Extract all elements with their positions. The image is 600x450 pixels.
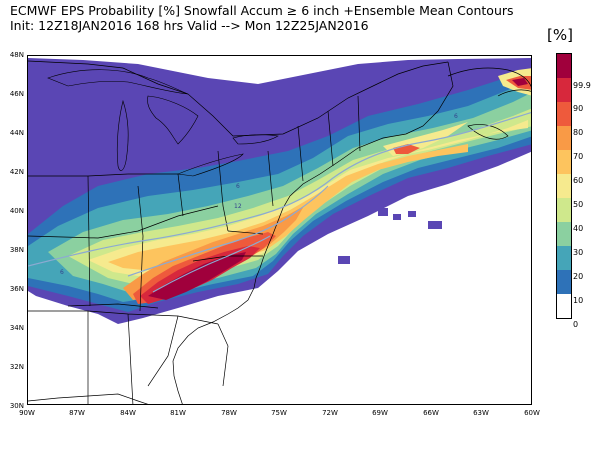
colorbar-label: 0 — [573, 320, 579, 329]
state-lines-2 — [28, 230, 264, 404]
prob-cell — [408, 211, 416, 217]
lat-label: 32N — [9, 363, 24, 371]
colorbar-swatch — [557, 78, 571, 102]
colorbar-swatch — [557, 126, 571, 150]
colorbar-swatch — [557, 54, 571, 78]
colorbar-label: 20 — [573, 272, 584, 281]
state-lines-1 — [28, 95, 361, 312]
lon-label: 63W — [473, 409, 489, 417]
prob-band-99 — [148, 252, 246, 300]
lat-label: 36N — [9, 285, 24, 293]
colorbar-label: 60 — [573, 176, 584, 185]
contour-label: 12 — [234, 203, 242, 210]
lake-erie — [176, 153, 244, 177]
lon-label: 90W — [19, 409, 35, 417]
lon-label: 87W — [69, 409, 85, 417]
lon-label: 66W — [423, 409, 439, 417]
colorbar-swatch — [557, 102, 571, 126]
contour-6 — [28, 111, 531, 267]
us-canada-border — [28, 60, 449, 137]
contour-label: 6 — [236, 183, 240, 190]
contour-12 — [127, 185, 329, 277]
colorbar-unit-label: [%] — [547, 26, 573, 44]
prob-band-ne-99 — [512, 78, 528, 86]
lon-label: 72W — [322, 409, 338, 417]
colorbar-swatch — [557, 222, 571, 246]
prob-cell — [428, 221, 442, 229]
colorbar-label: 50 — [573, 200, 584, 209]
colorbar-swatch — [557, 270, 571, 294]
lat-label: 30N — [9, 402, 24, 410]
lat-label: 48N — [9, 51, 24, 59]
lat-label: 40N — [9, 207, 24, 215]
contour-label: 6 — [454, 113, 458, 120]
east-coast — [172, 61, 454, 404]
colorbar-swatch — [557, 198, 571, 222]
prob-cell — [378, 208, 388, 216]
lat-label: 44N — [9, 129, 24, 137]
lon-label: 75W — [271, 409, 287, 417]
canada-islands — [447, 67, 531, 140]
contour-labels: 6 12 6 6 — [60, 113, 458, 276]
gulf-coast — [28, 393, 149, 404]
colorbar-label: 70 — [573, 152, 584, 161]
prob-cell — [393, 214, 401, 220]
lon-label: 78W — [221, 409, 237, 417]
contour-12-inner — [152, 235, 271, 293]
colorbar-swatch — [557, 150, 571, 174]
colorbar-label: 80 — [573, 128, 584, 137]
lon-label: 60W — [524, 409, 540, 417]
colorbar-label: 30 — [573, 248, 584, 257]
colorbar — [556, 53, 572, 319]
ensemble-mean-contours — [28, 111, 531, 293]
lon-label: 81W — [170, 409, 186, 417]
lat-label: 42N — [9, 168, 24, 176]
lake-michigan — [116, 99, 129, 171]
colorbar-label: 90 — [573, 104, 584, 113]
lat-label: 38N — [9, 246, 24, 254]
lon-label: 84W — [120, 409, 136, 417]
prob-band-50 — [88, 120, 528, 276]
colorbar-swatch — [557, 294, 571, 318]
prob-band-60 — [108, 144, 468, 270]
colorbar-label: 10 — [573, 296, 584, 305]
lat-label: 34N — [9, 324, 24, 332]
colorbar-swatch — [557, 246, 571, 270]
map-subtitle: Init: 12Z18JAN2016 168 hrs Valid --> Mon… — [10, 18, 369, 33]
lake-huron — [147, 95, 199, 145]
lat-label: 46N — [9, 90, 24, 98]
probability-shading — [28, 58, 531, 324]
colorbar-label: 99.9 — [573, 81, 591, 90]
political-boundaries — [28, 60, 531, 404]
prob-cell — [338, 256, 350, 264]
contour-label: 6 — [60, 269, 64, 276]
lon-label: 69W — [372, 409, 388, 417]
map-frame: 6 12 6 6 — [27, 55, 532, 405]
colorbar-label: 40 — [573, 224, 584, 233]
colorbar-swatch — [557, 174, 571, 198]
snowfall-probability-map: 6 12 6 6 — [28, 58, 531, 404]
map-title: ECMWF EPS Probability [%] Snowfall Accum… — [10, 3, 514, 18]
